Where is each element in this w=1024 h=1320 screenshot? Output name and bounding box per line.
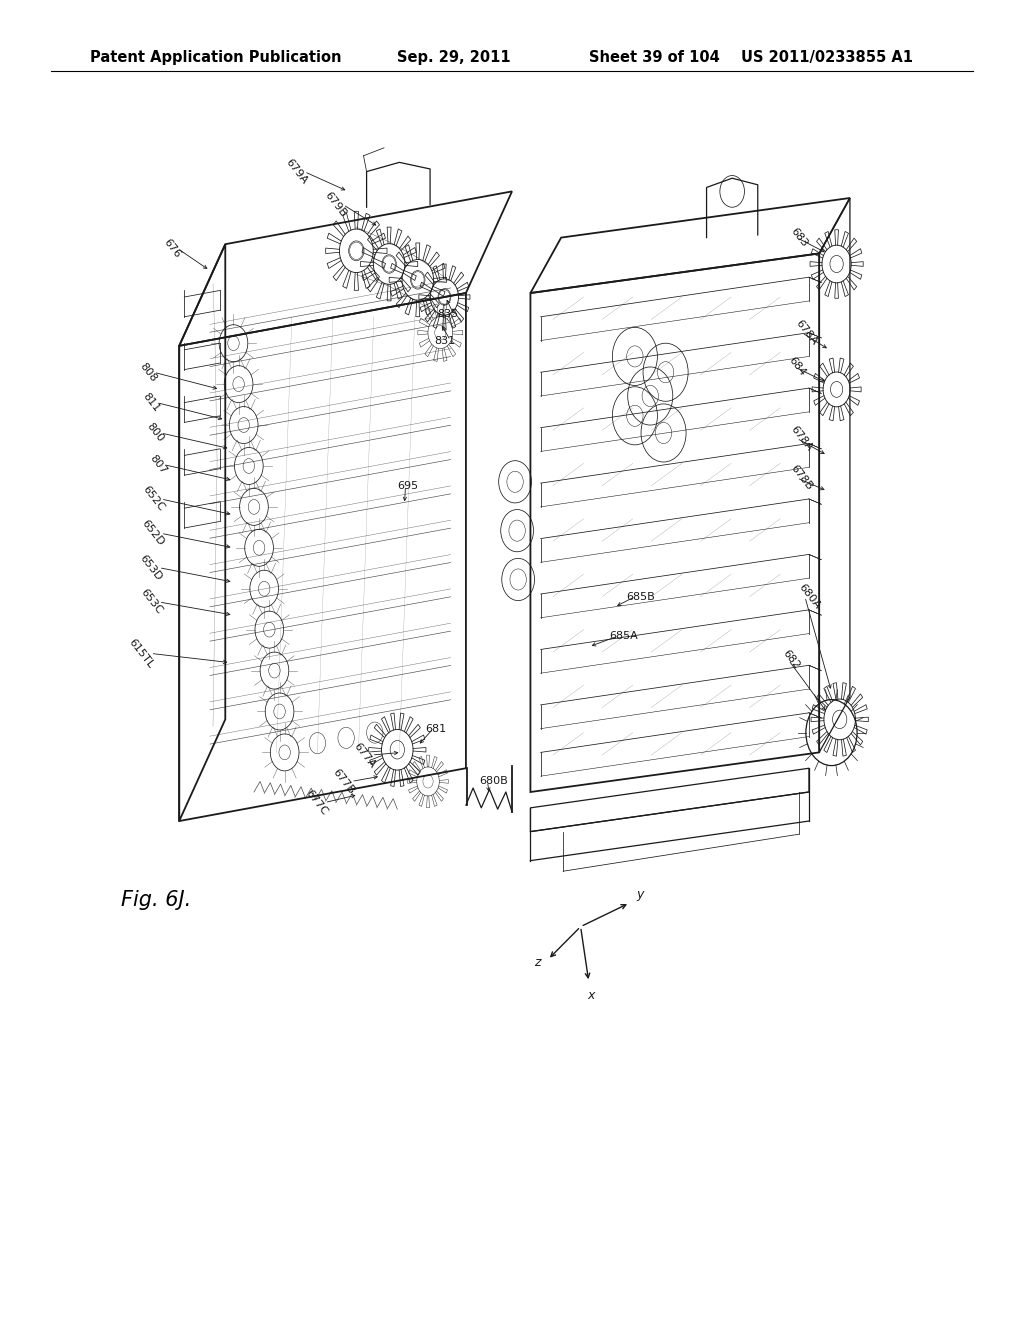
Text: 682: 682	[780, 648, 801, 672]
Text: y: y	[636, 887, 644, 900]
Text: 683: 683	[788, 226, 809, 249]
Text: 653C: 653C	[138, 587, 164, 616]
Text: 684: 684	[786, 355, 807, 379]
Text: 615TL: 615TL	[127, 638, 156, 669]
Text: Fig. 6J.: Fig. 6J.	[121, 890, 191, 911]
Text: 681: 681	[425, 723, 446, 734]
Text: 652D: 652D	[139, 519, 166, 548]
Text: 811: 811	[141, 391, 162, 414]
Text: 685A: 685A	[609, 631, 638, 642]
Text: 653D: 653D	[138, 553, 164, 582]
Text: 678A: 678A	[794, 318, 819, 347]
Text: 807: 807	[148, 453, 169, 477]
Text: 676: 676	[162, 236, 182, 260]
Text: US 2011/0233855 A1: US 2011/0233855 A1	[741, 50, 913, 65]
Text: z: z	[535, 956, 541, 969]
Text: 808: 808	[138, 360, 159, 384]
Text: 831: 831	[434, 335, 456, 346]
Text: 678A: 678A	[788, 424, 814, 453]
Text: 677C: 677C	[304, 788, 330, 817]
Text: Patent Application Publication: Patent Application Publication	[90, 50, 342, 65]
Text: 677B: 677B	[331, 767, 356, 796]
Text: 679B: 679B	[323, 190, 348, 219]
Text: 680A: 680A	[797, 582, 822, 611]
Text: Sheet 39 of 104: Sheet 39 of 104	[589, 50, 720, 65]
Text: 800: 800	[145, 421, 166, 445]
Text: 695: 695	[397, 480, 419, 491]
Text: x: x	[587, 989, 595, 1002]
Text: 652C: 652C	[140, 484, 166, 513]
Text: 680B: 680B	[479, 776, 508, 787]
Text: 677A: 677A	[351, 741, 377, 770]
Text: 685B: 685B	[627, 591, 655, 602]
Text: 679A: 679A	[284, 157, 309, 186]
Text: 678B: 678B	[788, 463, 814, 492]
Text: Sep. 29, 2011: Sep. 29, 2011	[397, 50, 511, 65]
Text: 835: 835	[437, 309, 459, 319]
